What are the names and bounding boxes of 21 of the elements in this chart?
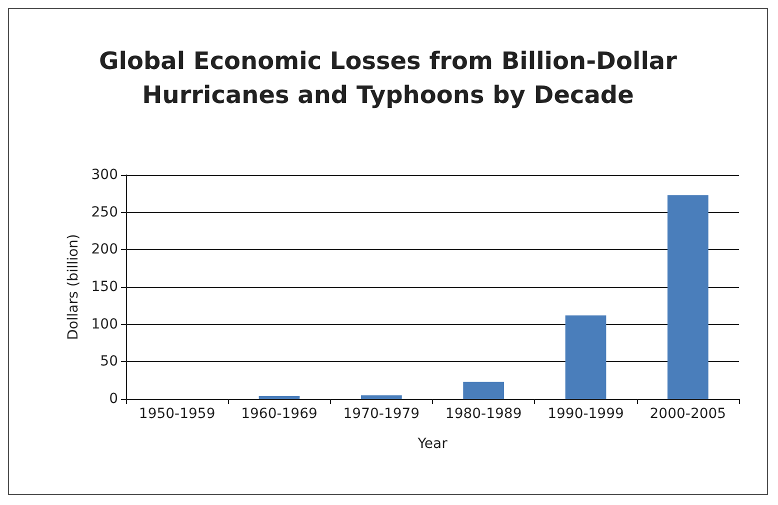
x-tick-label: 1980-1989 [445, 406, 522, 422]
chart-title: Global Economic Losses from Billion-Dollar Hurricanes and Typhoons by Decade [99, 47, 678, 109]
y-axis-title: Dollars (billion) [65, 234, 82, 340]
y-tick-label: 0 [109, 391, 118, 407]
bar [667, 195, 708, 399]
x-tick-label: 1960-1969 [241, 406, 318, 422]
bar [360, 395, 402, 399]
x-tick-label: 1990-1999 [548, 406, 624, 422]
bar [463, 382, 504, 399]
x-axis-title: Year [416, 436, 448, 452]
y-tick-label: 300 [91, 167, 118, 183]
bar [565, 315, 606, 399]
y-tick-label: 100 [91, 316, 118, 332]
x-tick-label: 2000-2005 [650, 406, 726, 422]
y-tick-label: 50 [100, 354, 118, 370]
y-tick-label: 150 [91, 279, 118, 295]
x-tick-label: 1950-1959 [138, 406, 216, 422]
y-tick-label: 200 [91, 242, 118, 258]
y-tick-label: 250 [91, 204, 118, 220]
bar [258, 396, 300, 399]
x-tick-label: 1970-1979 [343, 406, 420, 422]
